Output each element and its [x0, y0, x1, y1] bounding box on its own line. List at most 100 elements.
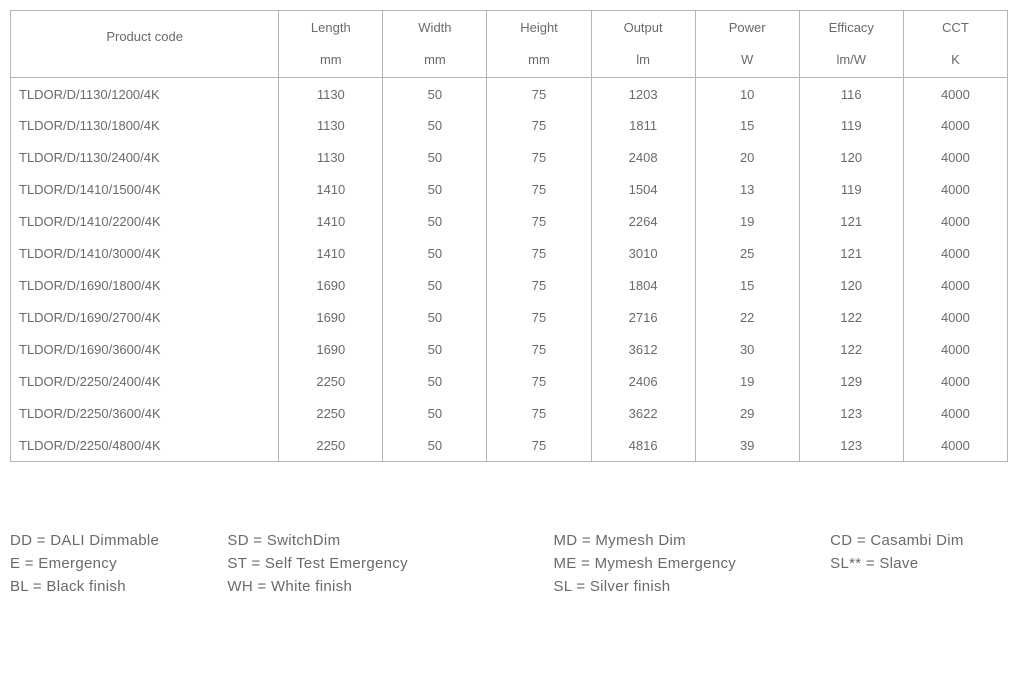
product-code-cell: TLDOR/D/1690/3600/4K: [11, 334, 279, 366]
header-unit: lm/W: [800, 37, 903, 77]
data-cell: 15: [695, 110, 799, 142]
data-cell: 3010: [591, 238, 695, 270]
legend-entry: MD = Mymesh Dim: [553, 532, 830, 549]
legend-entry: E = Emergency: [10, 555, 227, 572]
data-cell: 2408: [591, 142, 695, 174]
data-cell: 19: [695, 206, 799, 238]
data-cell: 13: [695, 174, 799, 206]
data-cell: 1410: [279, 206, 383, 238]
table-row: TLDOR/D/1130/1200/4K11305075120310116400…: [11, 78, 1008, 110]
data-cell: 50: [383, 78, 487, 110]
data-cell: 4000: [903, 174, 1007, 206]
data-cell: 50: [383, 238, 487, 270]
header-label: Width: [383, 11, 486, 37]
data-cell: 22: [695, 302, 799, 334]
data-cell: 50: [383, 366, 487, 398]
data-cell: 2250: [279, 366, 383, 398]
header-unit: [11, 46, 278, 68]
data-cell: 121: [799, 238, 903, 270]
header-unit: mm: [279, 37, 382, 77]
data-cell: 50: [383, 302, 487, 334]
data-cell: 2250: [279, 430, 383, 462]
data-cell: 75: [487, 430, 591, 462]
data-cell: 1410: [279, 174, 383, 206]
product-code-cell: TLDOR/D/1130/1800/4K: [11, 110, 279, 142]
data-cell: 50: [383, 110, 487, 142]
data-cell: 1130: [279, 110, 383, 142]
data-cell: 122: [799, 334, 903, 366]
data-cell: 75: [487, 238, 591, 270]
data-cell: 4000: [903, 430, 1007, 462]
product-code-cell: TLDOR/D/1410/3000/4K: [11, 238, 279, 270]
data-cell: 75: [487, 334, 591, 366]
legend-entry: SL = Silver finish: [553, 578, 830, 595]
product-code-cell: TLDOR/D/1130/1200/4K: [11, 78, 279, 110]
legend-entry: DD = DALI Dimmable: [10, 532, 227, 549]
product-code-cell: TLDOR/D/1130/2400/4K: [11, 142, 279, 174]
data-cell: 75: [487, 110, 591, 142]
data-cell: 4000: [903, 238, 1007, 270]
legend-column: SD = SwitchDimST = Self Test EmergencyWH…: [227, 532, 553, 595]
data-cell: 4000: [903, 366, 1007, 398]
data-cell: 121: [799, 206, 903, 238]
data-cell: 4000: [903, 398, 1007, 430]
data-cell: 4000: [903, 302, 1007, 334]
data-cell: 50: [383, 398, 487, 430]
data-cell: 123: [799, 398, 903, 430]
legend-entry: ME = Mymesh Emergency: [553, 555, 830, 572]
data-cell: 1130: [279, 142, 383, 174]
header-unit: mm: [383, 37, 486, 77]
column-header: CCTK: [903, 11, 1007, 78]
column-header: Heightmm: [487, 11, 591, 78]
column-header: Outputlm: [591, 11, 695, 78]
data-cell: 1130: [279, 78, 383, 110]
data-cell: 1811: [591, 110, 695, 142]
legend-column: MD = Mymesh Dim ME = Mymesh Emergency SL =…: [553, 532, 830, 595]
legend-column: DD = DALI DimmableE = EmergencyBL = Blac…: [10, 532, 227, 595]
data-cell: 129: [799, 366, 903, 398]
legend-entry: WH = White finish: [227, 578, 553, 595]
table-row: TLDOR/D/2250/2400/4K22505075240619129400…: [11, 366, 1008, 398]
table-header: Product codeLengthmmWidthmmHeightmmOutpu…: [11, 11, 1008, 78]
data-cell: 4000: [903, 270, 1007, 302]
data-cell: 1690: [279, 302, 383, 334]
data-cell: 1690: [279, 270, 383, 302]
product-code-cell: TLDOR/D/2250/3600/4K: [11, 398, 279, 430]
data-cell: 50: [383, 270, 487, 302]
header-unit: mm: [487, 37, 590, 77]
table-row: TLDOR/D/1410/3000/4K14105075301025121400…: [11, 238, 1008, 270]
data-cell: 75: [487, 206, 591, 238]
data-cell: 4816: [591, 430, 695, 462]
data-cell: 29: [695, 398, 799, 430]
header-unit: K: [904, 37, 1007, 77]
data-cell: 119: [799, 110, 903, 142]
data-cell: 2406: [591, 366, 695, 398]
product-code-cell: TLDOR/D/1410/2200/4K: [11, 206, 279, 238]
data-cell: 1504: [591, 174, 695, 206]
table-row: TLDOR/D/1410/2200/4K14105075226419121400…: [11, 206, 1008, 238]
data-cell: 1690: [279, 334, 383, 366]
data-cell: 75: [487, 270, 591, 302]
data-cell: 50: [383, 142, 487, 174]
table-row: TLDOR/D/1690/3600/4K16905075361230122400…: [11, 334, 1008, 366]
data-cell: 50: [383, 174, 487, 206]
data-cell: 1410: [279, 238, 383, 270]
column-header: Widthmm: [383, 11, 487, 78]
table-row: TLDOR/D/1130/2400/4K11305075240820120400…: [11, 142, 1008, 174]
header-label: Power: [696, 11, 799, 37]
data-cell: 122: [799, 302, 903, 334]
data-cell: 50: [383, 334, 487, 366]
product-code-cell: TLDOR/D/1690/2700/4K: [11, 302, 279, 334]
data-cell: 4000: [903, 110, 1007, 142]
data-cell: 19: [695, 366, 799, 398]
data-cell: 75: [487, 142, 591, 174]
data-cell: 75: [487, 302, 591, 334]
data-cell: 4000: [903, 206, 1007, 238]
table-row: TLDOR/D/1130/1800/4K11305075181115119400…: [11, 110, 1008, 142]
data-cell: 75: [487, 78, 591, 110]
column-header: PowerW: [695, 11, 799, 78]
table-body: TLDOR/D/1130/1200/4K11305075120310116400…: [11, 78, 1008, 462]
legend-entry: CD = Casambi Dim: [830, 532, 1008, 549]
data-cell: 3622: [591, 398, 695, 430]
header-label: CCT: [904, 11, 1007, 37]
